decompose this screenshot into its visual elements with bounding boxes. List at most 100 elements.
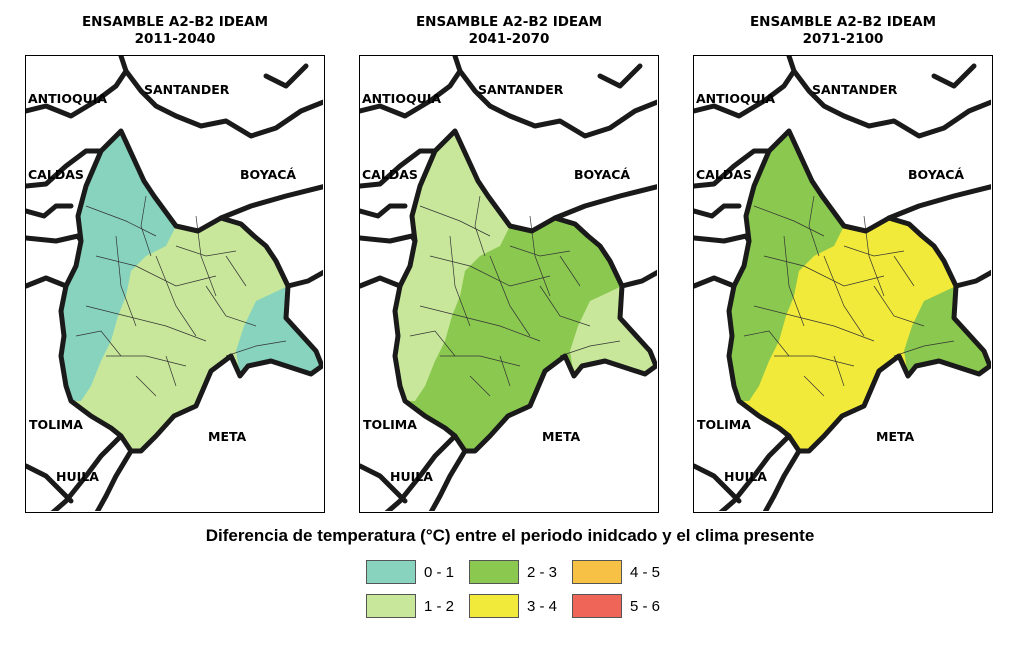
department-border bbox=[26, 203, 74, 219]
municipality-boundary bbox=[175, 245, 237, 257]
legend-swatch-5-6 bbox=[572, 594, 622, 618]
legend-label-3-4: 3 - 4 bbox=[527, 598, 558, 615]
municipality-boundary bbox=[225, 255, 247, 287]
department-border bbox=[123, 68, 323, 139]
dept-label-caldas: CALDAS bbox=[362, 167, 418, 182]
dept-label-antioquia: ANTIOQUIA bbox=[362, 91, 442, 106]
dept-label-tolima: TOLIMA bbox=[29, 417, 83, 432]
department-border bbox=[762, 448, 802, 511]
map-svg bbox=[694, 56, 991, 511]
department-border bbox=[953, 269, 991, 289]
municipality-boundary bbox=[489, 255, 531, 337]
department-border bbox=[360, 203, 408, 219]
dept-label-tolima: TOLIMA bbox=[697, 417, 751, 432]
map-panel-1: ANTIOQUIA SANTANDER CALDAS BOYACÁ TOLIMA META… bbox=[25, 55, 325, 513]
department-border bbox=[718, 433, 792, 511]
municipality-boundary bbox=[808, 195, 820, 257]
municipality-boundary bbox=[419, 305, 541, 342]
dept-label-boyaca: BOYACÁ bbox=[908, 167, 965, 182]
panel-title-2: ENSAMBLE A2-B2 IDEAM 2041-2070 bbox=[359, 14, 659, 48]
municipality-boundary bbox=[419, 205, 491, 237]
department-border bbox=[26, 463, 74, 504]
dept-label-meta: META bbox=[542, 429, 581, 444]
legend-swatch-2-3 bbox=[469, 560, 519, 584]
dept-label-meta: META bbox=[208, 429, 247, 444]
department-border bbox=[694, 56, 797, 119]
panel-title-1: ENSAMBLE A2-B2 IDEAM 2011-2040 bbox=[25, 14, 325, 48]
municipality-boundary bbox=[449, 235, 471, 327]
map-svg bbox=[26, 56, 323, 511]
department-border bbox=[26, 233, 84, 244]
legend-label-4-5: 4 - 5 bbox=[630, 564, 661, 581]
municipality-boundary bbox=[135, 375, 157, 397]
municipality-boundary bbox=[803, 375, 825, 397]
dept-label-caldas: CALDAS bbox=[28, 167, 84, 182]
municipality-boundary bbox=[429, 255, 551, 287]
municipality-boundary bbox=[763, 255, 885, 287]
department-border bbox=[694, 463, 742, 504]
municipality-boundary bbox=[85, 305, 207, 342]
municipality-boundary bbox=[743, 330, 790, 357]
dept-label-antioquia: ANTIOQUIA bbox=[28, 91, 108, 106]
municipality-boundary bbox=[774, 355, 855, 367]
municipality-boundary bbox=[95, 255, 217, 287]
legend-label-2-3: 2 - 3 bbox=[527, 564, 558, 581]
legend: 0 - 1 2 - 3 4 - 5 1 - 2 3 - 4 5 - 6 bbox=[366, 560, 686, 620]
municipality-boundary bbox=[409, 330, 456, 357]
municipality-boundary bbox=[155, 255, 197, 337]
municipality-boundary bbox=[843, 245, 905, 257]
region-outline bbox=[58, 128, 323, 454]
municipality-boundary bbox=[873, 285, 925, 327]
panel-title-2-line2: 2041-2070 bbox=[468, 31, 550, 47]
legend-swatch-0-1 bbox=[366, 560, 416, 584]
region-outline bbox=[392, 128, 657, 454]
department-border bbox=[360, 148, 438, 189]
department-border bbox=[457, 68, 657, 139]
map-svg bbox=[360, 56, 657, 511]
dept-label-antioquia: ANTIOQUIA bbox=[696, 91, 776, 106]
municipality-boundary bbox=[753, 205, 825, 237]
legend-swatch-4-5 bbox=[572, 560, 622, 584]
department-border bbox=[428, 448, 468, 511]
panel-title-3: ENSAMBLE A2-B2 IDEAM 2071-2100 bbox=[693, 14, 993, 48]
dept-label-boyaca: BOYACÁ bbox=[240, 167, 297, 182]
municipality-boundary bbox=[225, 340, 287, 357]
legend-label-1-2: 1 - 2 bbox=[424, 598, 455, 615]
legend-swatch-3-4 bbox=[469, 594, 519, 618]
department-border bbox=[360, 233, 418, 244]
dept-label-santander: SANTANDER bbox=[812, 82, 898, 97]
east-zone bbox=[236, 286, 322, 376]
department-border bbox=[552, 184, 657, 221]
dept-label-huila: HUILA bbox=[390, 469, 433, 484]
municipality-boundary bbox=[823, 255, 865, 337]
dept-label-caldas: CALDAS bbox=[696, 167, 752, 182]
department-border bbox=[597, 63, 643, 89]
legend-title: Diferencia de temperatura (°C) entre el … bbox=[205, 526, 815, 545]
department-border bbox=[26, 148, 104, 189]
map-panel-3: ANTIOQUIA SANTANDER CALDAS BOYACÁ TOLIMA META… bbox=[693, 55, 993, 513]
department-border bbox=[694, 203, 742, 219]
legend-label-5-6: 5 - 6 bbox=[630, 598, 661, 615]
municipality-boundary bbox=[85, 205, 157, 237]
department-border bbox=[791, 68, 991, 139]
panel-title-1-line1: ENSAMBLE A2-B2 IDEAM bbox=[81, 14, 269, 30]
department-border bbox=[285, 269, 323, 289]
south-zone bbox=[789, 386, 854, 451]
department-border bbox=[694, 148, 772, 189]
department-border bbox=[94, 448, 134, 511]
municipality-boundary bbox=[539, 285, 591, 327]
region-outline bbox=[726, 128, 991, 454]
department-border bbox=[360, 275, 403, 289]
dept-label-meta: META bbox=[876, 429, 915, 444]
department-border bbox=[360, 56, 463, 119]
south-zone bbox=[121, 386, 186, 451]
municipality-boundary bbox=[783, 235, 805, 327]
municipality-boundary bbox=[474, 195, 486, 257]
municipality-boundary bbox=[893, 340, 955, 357]
municipality-boundary bbox=[559, 255, 581, 287]
municipality-boundary bbox=[440, 355, 521, 367]
department-border bbox=[218, 184, 323, 221]
legend-label-0-1: 0 - 1 bbox=[424, 564, 455, 581]
dept-label-tolima: TOLIMA bbox=[363, 417, 417, 432]
department-border bbox=[931, 63, 977, 89]
